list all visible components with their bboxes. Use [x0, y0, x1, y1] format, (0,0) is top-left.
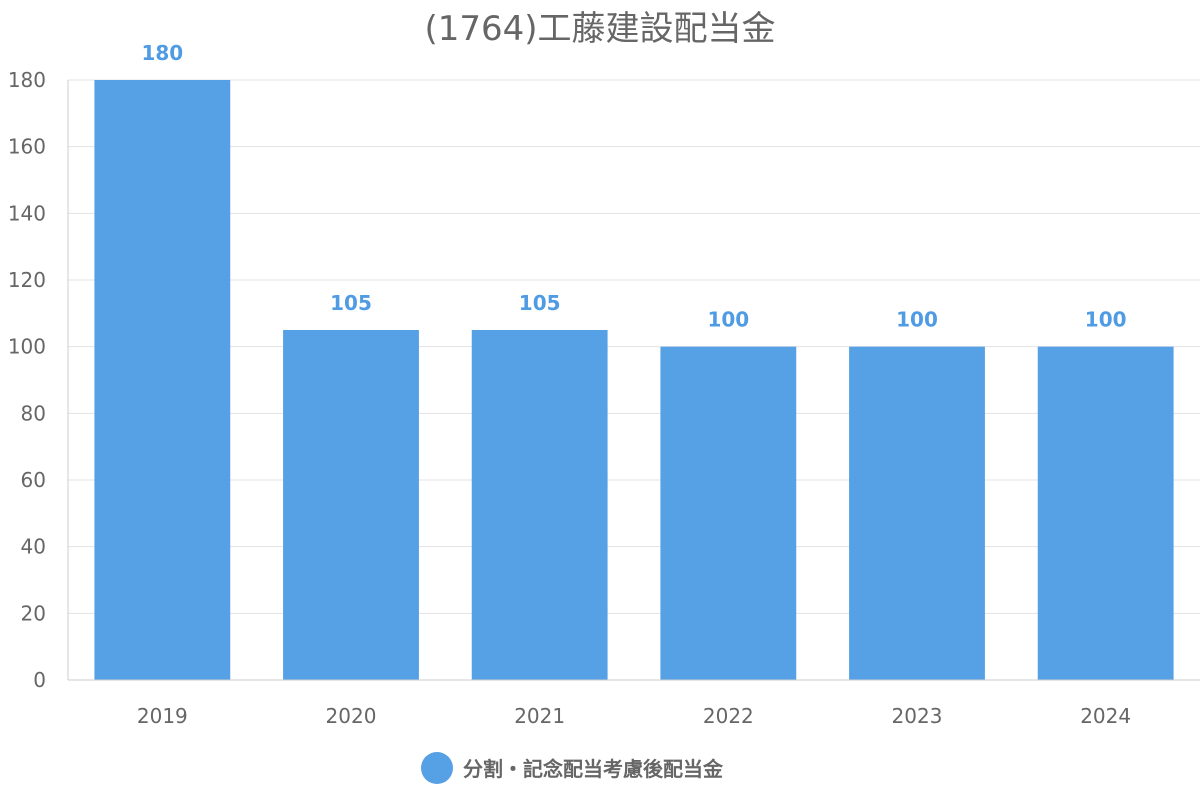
data-label: 100	[896, 308, 938, 332]
data-label: 105	[330, 291, 372, 315]
data-label: 100	[1085, 308, 1127, 332]
y-tick-label: 0	[33, 668, 46, 692]
x-tick-label: 2019	[137, 704, 188, 728]
y-tick-label: 140	[8, 201, 46, 225]
data-label: 105	[519, 291, 561, 315]
gridlines	[68, 79, 1200, 614]
y-tick-label: 40	[21, 535, 46, 559]
bar	[471, 330, 608, 680]
y-tick-label: 120	[8, 268, 46, 292]
y-tick-label: 60	[21, 468, 46, 492]
x-tick-label: 2023	[892, 704, 943, 728]
legend: 分割・記念配当考慮後配当金	[421, 752, 724, 784]
x-tick-label: 2021	[514, 704, 565, 728]
data-label: 180	[141, 41, 183, 65]
bar	[94, 80, 231, 680]
chart-title: (1764)工藤建設配当金	[424, 9, 775, 49]
bar	[1037, 346, 1174, 680]
data-label: 100	[707, 308, 749, 332]
y-tick-label: 160	[8, 135, 46, 159]
y-tick-label: 80	[21, 401, 46, 425]
y-axis-ticks: 0 20 40 60 80 100 120 140 160 180	[8, 68, 46, 692]
legend-marker	[421, 752, 453, 784]
x-axis-ticks: 2019 2020 2021 2022 2023 2024	[137, 704, 1131, 728]
y-tick-label: 20	[21, 601, 46, 625]
y-tick-label: 180	[8, 68, 46, 92]
bar	[660, 346, 797, 680]
x-tick-label: 2022	[703, 704, 754, 728]
y-tick-label: 100	[8, 335, 46, 359]
bar	[283, 330, 419, 680]
bars	[94, 80, 1174, 680]
x-tick-label: 2020	[326, 704, 377, 728]
legend-label: 分割・記念配当考慮後配当金	[463, 757, 724, 781]
data-labels: 180 105 105 100 100 100	[141, 41, 1126, 332]
bar	[849, 346, 985, 680]
x-tick-label: 2024	[1080, 704, 1131, 728]
